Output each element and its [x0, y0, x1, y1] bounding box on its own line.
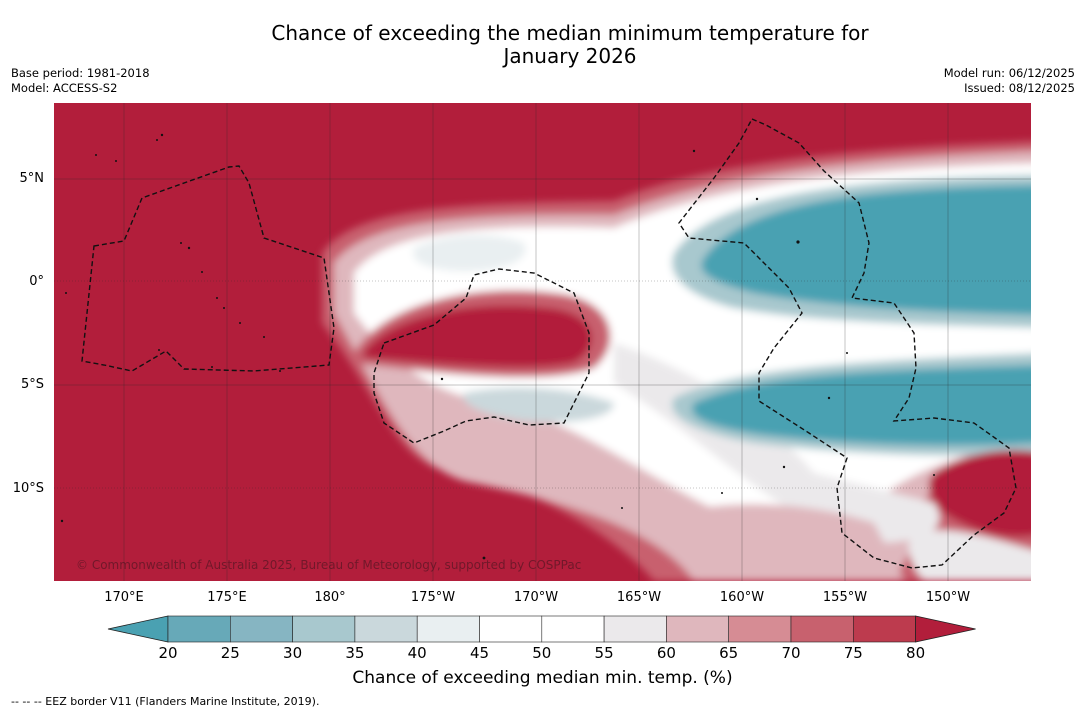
- lon-label-155w: 155°W: [822, 590, 868, 605]
- probability-fields: [322, 141, 1031, 581]
- lon-label-165w: 165°W: [616, 590, 662, 605]
- eez-borders: [81, 118, 1017, 569]
- colorbar-tick-label: 40: [407, 644, 427, 662]
- colorbar-extend-low: [107, 615, 169, 643]
- tongue-80: [364, 305, 592, 368]
- eez-phoenix: [373, 268, 590, 444]
- band-20-north: [701, 185, 1031, 315]
- colorbar-cell: [790, 615, 854, 643]
- colorbar-cells: [107, 615, 976, 643]
- colorbar: [107, 615, 976, 643]
- colorbar-tick-label: 75: [843, 644, 863, 662]
- colorbar-extend-high: [915, 615, 976, 643]
- lat-label-10s: 10°S: [12, 481, 44, 496]
- colorbar-cell: [292, 615, 356, 643]
- region-65-south: [670, 504, 904, 581]
- lat-label-0: 0°: [29, 274, 44, 289]
- copyright-notice: © Commonwealth of Australia 2025, Bureau…: [76, 558, 582, 572]
- forecast-map: [54, 103, 1031, 581]
- blob-80-southeast: [928, 450, 1031, 537]
- lon-label-175e: 175°E: [207, 590, 247, 605]
- colorbar-cell: [541, 615, 605, 643]
- model-name: Model: ACCESS-S2: [11, 81, 118, 95]
- colorbar-cell: [728, 615, 792, 643]
- model-run: Model run: 06/12/2025: [943, 66, 1075, 80]
- map-canvas: [54, 103, 1031, 581]
- colorbar-cell: [479, 615, 543, 643]
- colorbar-cell: [167, 615, 231, 643]
- eez-line-islands: [678, 118, 1017, 569]
- colorbar-cell: [666, 615, 730, 643]
- lon-label-160w: 160°W: [719, 590, 765, 605]
- lon-label-150w: 150°W: [925, 590, 971, 605]
- colorbar-cell: [230, 615, 293, 643]
- patch-35-southwest: [463, 387, 614, 423]
- colorbar-tick-label: 20: [158, 644, 178, 662]
- colorbar-tick-label: 45: [469, 644, 490, 662]
- lon-label-175w: 175°W: [410, 590, 456, 605]
- lat-label-5n: 5°N: [19, 171, 45, 186]
- lon-label-170w: 170°W: [513, 590, 559, 605]
- colorbar-tick-label: 65: [719, 644, 739, 662]
- colorbar-tick-label: 80: [906, 644, 926, 662]
- band-20-south: [692, 365, 1031, 446]
- colorbar-cell: [416, 615, 480, 643]
- chart-title: Chance of exceeding the median minimum t…: [0, 22, 1085, 68]
- issued-date: Issued: 08/12/2025: [964, 81, 1075, 95]
- colorbar-cell: [603, 615, 667, 643]
- colorbar-tick-label: 25: [220, 644, 240, 662]
- metadata-right: Model run: 06/12/2025 Issued: 08/12/2025: [944, 66, 1075, 96]
- title-line-1: Chance of exceeding the median minimum t…: [271, 21, 869, 45]
- islands: [60, 133, 935, 560]
- region-55-southeast: [908, 530, 1031, 581]
- lon-label-180: 180°: [314, 590, 346, 605]
- colorbar-label: Chance of exceeding median min. temp. (%…: [352, 668, 733, 688]
- colorbar-tick-label: 30: [283, 644, 303, 662]
- colorbar-tick-label: 60: [656, 644, 676, 662]
- colorbar-cell: [852, 615, 916, 643]
- base-period: Base period: 1981-2018: [11, 66, 150, 80]
- lat-label-5s: 5°S: [20, 377, 44, 392]
- eez-footnote: -- -- -- EEZ border V11 (Flanders Marine…: [11, 695, 320, 708]
- lon-label-170e: 170°E: [104, 590, 144, 605]
- title-line-2: January 2026: [503, 44, 637, 68]
- eez-tuvalu-kiribati-west: [81, 165, 335, 372]
- colorbar-tick-label: 35: [345, 644, 365, 662]
- colorbar-tick-label: 50: [532, 644, 552, 662]
- patch-40-west: [413, 235, 526, 272]
- metadata-left: Base period: 1981-2018 Model: ACCESS-S2: [11, 66, 150, 96]
- colorbar-tick-label: 55: [594, 644, 614, 662]
- colorbar-tick-label: 70: [781, 644, 801, 662]
- colorbar-cell: [354, 615, 418, 643]
- graticule: [54, 103, 1031, 581]
